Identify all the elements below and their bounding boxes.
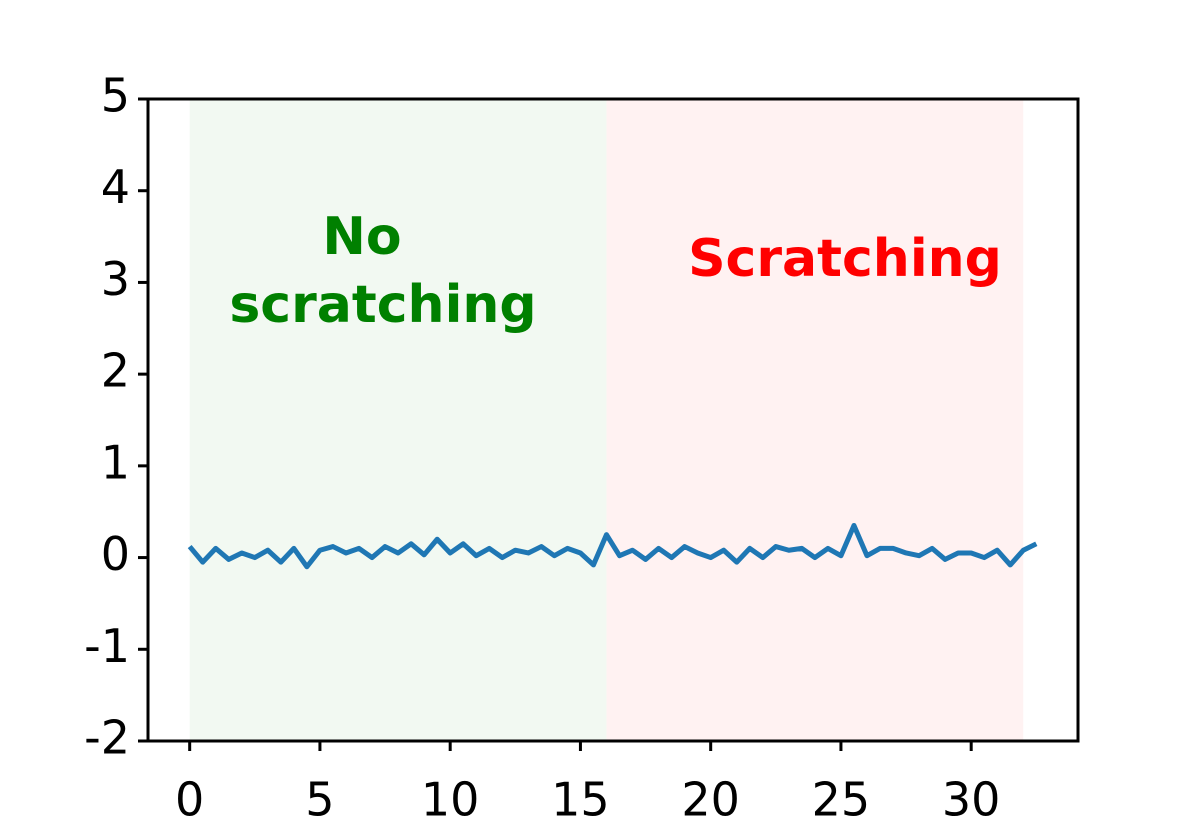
- y-tick-label: 5: [101, 69, 130, 123]
- y-tick-label: 3: [101, 252, 130, 306]
- annotation: No: [322, 207, 401, 267]
- annotation: Scratching: [688, 229, 1002, 289]
- shaded-region: [189, 99, 607, 741]
- y-tick-label: 2: [101, 344, 130, 398]
- x-tick-label: 30: [942, 773, 1001, 827]
- x-tick-label: 0: [175, 773, 204, 827]
- y-tick-label: 0: [101, 527, 130, 581]
- x-tick-label: 5: [305, 773, 334, 827]
- x-tick-label: 20: [681, 773, 740, 827]
- x-tick-label: 25: [812, 773, 871, 827]
- x-tick-label: 10: [421, 773, 480, 827]
- data-line: [187, 522, 1038, 570]
- y-tick-label: -1: [84, 619, 130, 673]
- axes-frame: [146, 97, 1080, 743]
- y-tick-label: 4: [101, 160, 130, 214]
- y-tick-label: -2: [84, 711, 130, 765]
- annotation: scratching: [229, 275, 536, 335]
- y-tick-label: 1: [101, 435, 130, 489]
- shaded-region: [606, 99, 1024, 741]
- x-tick-label: 15: [551, 773, 610, 827]
